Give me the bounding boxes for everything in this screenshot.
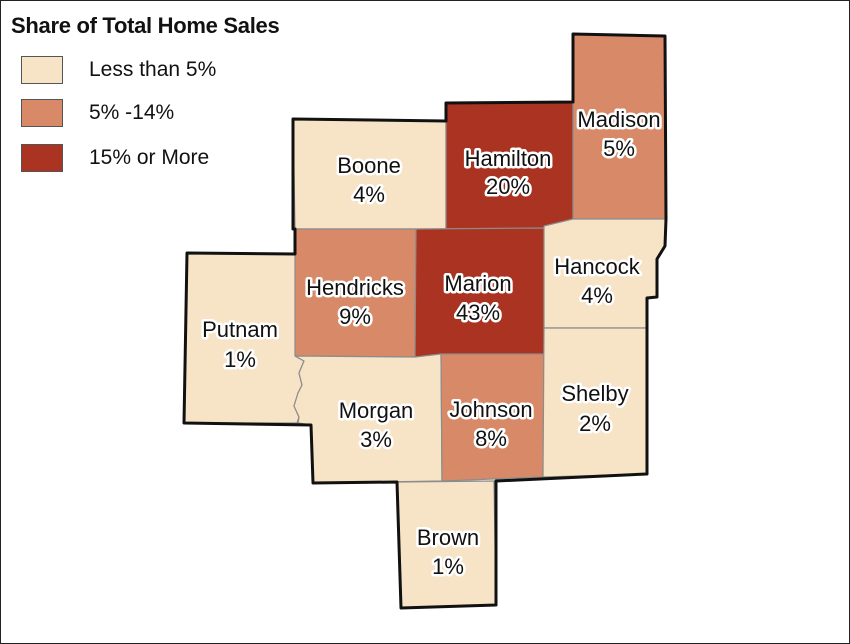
county-label-morgan: Morgan xyxy=(339,398,414,423)
county-value-marion: 43% xyxy=(456,300,500,325)
county-value-madison: 5% xyxy=(603,136,635,161)
county-label-hendricks: Hendricks xyxy=(306,275,404,300)
legend-label: 5% -14% xyxy=(89,101,175,124)
region-outline xyxy=(182,32,668,610)
county-value-hancock: 4% xyxy=(581,283,613,308)
county-value-brown: 1% xyxy=(432,554,464,579)
county-value-putnam: 1% xyxy=(224,347,256,372)
legend-item-5-14: 5% -14% xyxy=(21,99,281,131)
legend-swatch-medium xyxy=(21,99,63,127)
legend-swatch-light xyxy=(21,56,63,84)
county-value-boone: 4% xyxy=(353,182,385,207)
county-value-hendricks: 9% xyxy=(339,304,371,329)
county-value-morgan: 3% xyxy=(360,427,392,452)
county-value-johnson: 8% xyxy=(475,426,507,451)
county-label-hancock: Hancock xyxy=(554,254,641,279)
legend-swatch-dark xyxy=(21,144,63,172)
county-label-johnson: Johnson xyxy=(449,397,532,422)
county-label-brown: Brown xyxy=(417,525,479,550)
county-value-hamilton: 20% xyxy=(486,174,530,199)
county-label-shelby: Shelby xyxy=(561,381,628,406)
county-label-putnam: Putnam xyxy=(202,317,278,342)
legend-item-less-than-5: Less than 5% xyxy=(21,56,281,88)
county-label-marion: Marion xyxy=(444,271,511,296)
county-label-madison: Madison xyxy=(577,107,660,132)
county-label-hamilton: Hamilton xyxy=(465,146,552,171)
county-label-boone: Boone xyxy=(337,153,401,178)
county-value-shelby: 2% xyxy=(579,411,611,436)
legend-title: Share of Total Home Sales xyxy=(11,13,280,38)
legend-label: Less than 5% xyxy=(89,58,217,81)
legend-label: 15% or More xyxy=(89,146,210,169)
legend-item-15-or-more: 15% or More xyxy=(21,144,281,176)
